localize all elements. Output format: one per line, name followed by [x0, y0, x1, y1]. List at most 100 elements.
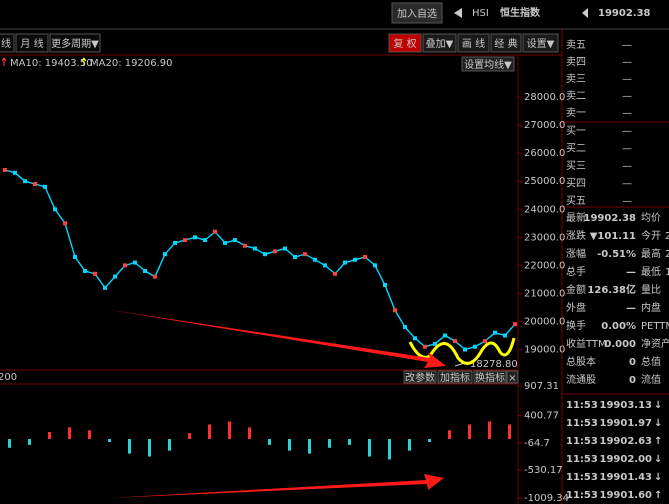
bid-value: —: [622, 144, 632, 155]
close-marker: [453, 339, 457, 344]
bid-value: —: [622, 161, 632, 172]
symbol: HSI: [472, 8, 489, 19]
tool-button-bg[interactable]: [457, 33, 490, 53]
close-marker: [253, 246, 257, 251]
ask-value: —: [622, 91, 632, 102]
tool-button-bg[interactable]: [422, 33, 457, 53]
quote-value: 126.38亿: [587, 283, 636, 296]
y-tick-label: -530.17: [524, 465, 563, 476]
quote-label: 总股本: [566, 355, 596, 368]
quote-label: 总手: [566, 265, 586, 278]
close-marker: [513, 322, 517, 327]
period-tab[interactable]: 月 线: [20, 37, 43, 50]
quote-value: 19902.38: [583, 213, 636, 224]
prev-icon[interactable]: [454, 8, 462, 18]
macd-bar: [188, 433, 191, 440]
macd-bar: [248, 427, 251, 440]
tool-button-bg[interactable]: [522, 33, 559, 53]
indicator-button[interactable]: ×: [508, 373, 516, 384]
close-marker: [233, 238, 237, 243]
macd-bar: [108, 439, 111, 442]
bid-label: 买五: [566, 195, 586, 207]
quote-value: —: [626, 267, 636, 278]
price-line: [4, 169, 516, 351]
quote-value: 0.00%: [601, 321, 636, 332]
close-marker: [433, 341, 437, 346]
macd-bar: [348, 439, 351, 445]
tool-button-bg[interactable]: [388, 33, 422, 53]
ma-settings-button[interactable]: 设置均线▼: [464, 58, 512, 71]
close-marker: [353, 257, 357, 262]
close-marker: [283, 246, 287, 251]
quote-label: 金额: [566, 283, 586, 296]
close-marker: [133, 260, 137, 265]
period-tab-bg[interactable]: [0, 33, 15, 53]
macd-bar: [328, 439, 331, 448]
trade-direction: ↓: [654, 472, 662, 483]
indicator-button-bg[interactable]: [437, 370, 473, 384]
annotation-arrow: [110, 474, 444, 498]
close-marker: [323, 263, 327, 268]
trade-price: 19901.43: [599, 472, 652, 483]
quote-value: -0.51%: [597, 249, 636, 260]
y-tick-label: 25000.0: [524, 176, 565, 187]
y-tick-label: 23000.0: [524, 232, 565, 243]
close-marker: [463, 347, 467, 352]
indicator-button-bg[interactable]: [473, 370, 507, 384]
next-icon[interactable]: [582, 8, 588, 18]
quote-label: 净资产: [641, 337, 669, 350]
tool-button[interactable]: 设置▼: [527, 38, 555, 50]
macd-bar: [508, 424, 511, 440]
tool-button[interactable]: 经 典: [494, 37, 517, 50]
y-tick-label: 21000.0: [524, 288, 565, 299]
close-marker: [273, 249, 277, 254]
bid-value: —: [622, 126, 632, 137]
macd-bar: [148, 439, 151, 457]
close-marker: [33, 182, 37, 187]
quote-label: 涨幅: [566, 247, 586, 260]
macd-bar: [228, 421, 231, 440]
close-marker: [383, 283, 387, 288]
add-watchlist-button[interactable]: 加入自选: [397, 7, 437, 20]
quote-label: 最高: [641, 247, 661, 260]
y-tick-label: 27000.0: [524, 120, 565, 131]
ma-settings-button-bg[interactable]: [461, 56, 515, 72]
quote-label: 内盘: [641, 301, 661, 314]
indicator-button-bg[interactable]: [506, 370, 519, 384]
add-watchlist-button-bg[interactable]: [391, 2, 443, 24]
macd-bar: [428, 439, 431, 442]
indicator-button-bg[interactable]: [403, 370, 437, 384]
tool-button[interactable]: 画 线: [462, 37, 485, 50]
macd-bar: [8, 439, 11, 448]
period-tab[interactable]: 更多周期▼: [51, 37, 99, 50]
tool-button[interactable]: 复 权: [393, 37, 416, 50]
close-marker: [293, 254, 297, 259]
y-tick-label: 400.77: [524, 411, 559, 422]
y-tick-label: -1009.34: [524, 493, 569, 504]
close-marker: [93, 271, 97, 276]
close-marker: [123, 263, 127, 268]
period-tab[interactable]: 线: [1, 37, 11, 50]
quote-label: PETTM: [641, 321, 669, 332]
tool-button-bg[interactable]: [490, 33, 522, 53]
close-marker: [473, 344, 477, 349]
macd-bar: [388, 439, 391, 460]
close-marker: [213, 229, 217, 234]
y-tick-label: -64.7: [524, 438, 550, 449]
period-tab-bg[interactable]: [15, 33, 49, 53]
quote-value: 0: [629, 375, 636, 386]
close-marker: [83, 268, 87, 273]
macd-bar: [268, 439, 271, 445]
trade-direction: ↑: [654, 490, 662, 501]
macd-bar: [68, 427, 71, 440]
period-tab-bg[interactable]: [49, 33, 101, 53]
indicator-button[interactable]: 加指标: [440, 371, 470, 384]
tool-button[interactable]: 叠加▼: [426, 38, 454, 50]
indicator-button[interactable]: 改参数: [405, 371, 435, 384]
macd-bar: [28, 439, 31, 445]
close-marker: [23, 179, 27, 184]
indicator-button[interactable]: 换指标: [475, 371, 505, 384]
macd-bar: [468, 424, 471, 440]
close-marker: [303, 252, 307, 257]
